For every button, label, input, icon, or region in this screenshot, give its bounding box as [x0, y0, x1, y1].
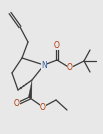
Text: O: O	[14, 100, 20, 109]
Text: O: O	[40, 103, 46, 111]
Text: O: O	[54, 40, 60, 49]
Polygon shape	[28, 80, 32, 98]
Text: N: N	[41, 60, 47, 70]
Text: O: O	[67, 64, 73, 72]
